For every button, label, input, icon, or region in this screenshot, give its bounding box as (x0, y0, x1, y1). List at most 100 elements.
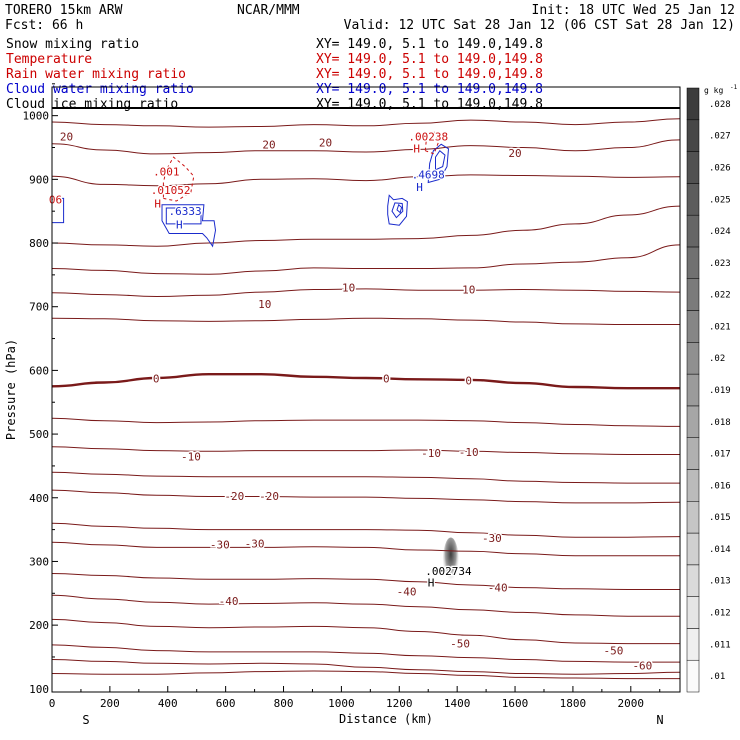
y-tick-label-6: 800 (29, 237, 49, 250)
field-name-0: Snow mixing ratio (6, 37, 139, 52)
temperature-contour-16 (51, 205, 681, 247)
field-name-2: Rain water mixing ratio (6, 67, 186, 82)
cloud-ice-max: .002734 (425, 565, 472, 578)
field-xy-2: XY= 149.0, 5.1 to 149.0,149.8 (316, 67, 543, 82)
cloud-water-max-right: .4698 (412, 169, 445, 182)
temperature-contours (51, 118, 681, 680)
x-tick-label-2: 400 (158, 697, 178, 710)
colorbar-swatch-11 (686, 310, 700, 343)
temperature-label-9: -20 (224, 490, 244, 503)
colorbar-label-0: .01 (709, 672, 725, 682)
temperature-label-1: -50 (604, 645, 624, 658)
field-name-1: Temperature (6, 52, 92, 67)
colorbar-swatch-15 (686, 183, 700, 216)
field-name-3: Cloud water mixing ratio (6, 82, 194, 97)
colorbar-label-4: .014 (709, 545, 731, 555)
model-title: TORERO 15km ARW (5, 3, 123, 18)
colorbar-swatch-3 (686, 564, 700, 597)
temperature-label-22: 20 (319, 136, 332, 149)
temperature-label-16: 0 (465, 375, 472, 388)
temperature-contour-17 (51, 174, 681, 187)
temperature-contour-8 (51, 489, 681, 504)
colorbar-label-11: .021 (709, 322, 731, 332)
colorbar-swatch-16 (686, 151, 700, 184)
temperature-contour-5 (51, 573, 680, 590)
colorbar-label-10: .02 (709, 354, 725, 364)
colorbar-label-17: .027 (709, 132, 731, 142)
plot-area: -60 -50 -50 -40 -40 -40 -30 -30 -30 -20 -20 -10 -10 -… (4, 83, 681, 727)
temperature-contour-0 (51, 670, 680, 680)
x-tick-label-0: 0 (49, 697, 56, 710)
rain-water-blob-right (424, 130, 439, 155)
cloud-ice-H: H (428, 576, 435, 589)
cloud-water-edge-value: 06 (49, 194, 62, 207)
valid-time: Valid: 12 UTC Sat 28 Jan 12 (06 CST Sat … (344, 18, 735, 33)
colorbar-swatch-0 (686, 659, 700, 693)
colorbar-swatch-17 (686, 119, 700, 152)
y-tick-label-8: 1000 (23, 110, 50, 123)
y-tick-label-1: 300 (29, 555, 49, 568)
x-axis-label: Distance (km) (339, 712, 433, 726)
temperature-contour-3 (51, 618, 680, 645)
colorbar-swatch-1 (686, 628, 700, 661)
rain-water-H-right: H (413, 143, 420, 156)
colorbar-swatch-8 (686, 405, 700, 438)
colorbar-unit-exponent: -1 (730, 84, 738, 91)
x-tick-label-6: 1200 (386, 697, 413, 710)
colorbar-swatch-18 (686, 87, 700, 121)
rain-water-max-left: .01052 (151, 184, 191, 197)
x-tick-label-9: 1800 (560, 697, 587, 710)
colorbar-swatch-4 (686, 532, 700, 566)
cloud-water-blob-center (387, 194, 408, 226)
cloud-water-blob-right-inner (435, 149, 446, 171)
x-tick-label-10: 2000 (618, 697, 645, 710)
endpoint-left-label: S (82, 713, 89, 727)
temperature-label-5: -40 (488, 582, 508, 595)
field-xy-4: XY= 149.0, 5.1 to 149.0,149.8 (316, 97, 543, 112)
temperature-label-21: 20 (262, 138, 275, 151)
temperature-contour-2 (51, 644, 680, 663)
colorbar-swatch-14 (686, 214, 700, 248)
x-tick-label-5: 1000 (328, 697, 355, 710)
field-xy-3: XY= 149.0, 5.1 to 149.0,149.8 (316, 82, 543, 97)
temperature-label-11: -10 (181, 450, 201, 463)
temperature-contour-13 (51, 317, 680, 325)
x-tick-label-1: 200 (100, 697, 120, 710)
temperature-label-14: 0 (153, 373, 160, 386)
init-time: Init: 18 UTC Wed 25 Jan 12 (532, 3, 736, 18)
rain-water-max-right: .00238 (408, 130, 448, 143)
x-tick-label-3: 600 (216, 697, 236, 710)
temperature-contour-6 (51, 541, 680, 557)
field-xy-0: XY= 149.0, 5.1 to 149.0,149.8 (316, 37, 543, 52)
cloud-water-contours (51, 143, 450, 248)
temperature-contour-19 (51, 118, 681, 128)
temperature-label-10: -20 (259, 490, 279, 503)
temperature-contour-4 (51, 594, 680, 617)
temperature-contour-11 (51, 417, 681, 427)
temperature-label-0: -60 (632, 659, 652, 672)
cloud-water-blob-center-inner (391, 202, 404, 219)
rain-water-H-left: H (154, 197, 161, 210)
colorbar-swatch-9 (686, 373, 700, 407)
forecast-hour: Fcst: 66 h (5, 18, 83, 33)
cloud-water-H-right: H (416, 181, 423, 194)
colorbar-label-13: .023 (709, 259, 731, 269)
rain-water-contour-label: .001 (153, 166, 180, 179)
temperature-contour-1 (51, 659, 681, 675)
temperature-contour-12 (51, 372, 680, 390)
cloud-water-blob-right (427, 143, 450, 184)
endpoint-right-label: N (656, 713, 663, 727)
rain-water-contours (162, 130, 439, 202)
cloud-water-H-left: H (176, 218, 183, 231)
temperature-contour-10 (51, 446, 680, 456)
temperature-label-13: -10 (459, 446, 479, 459)
temperature-label-23: 20 (508, 147, 521, 160)
temperature-contour-14 (51, 288, 681, 298)
y-tick-label-4: 600 (29, 364, 49, 377)
temperature-label-15: 0 (383, 373, 390, 386)
temperature-label-2: -50 (450, 638, 470, 651)
temperature-label-20: 20 (60, 131, 73, 144)
colorbar-label-8: .018 (709, 418, 731, 428)
colorbar-label-15: .025 (709, 195, 731, 205)
